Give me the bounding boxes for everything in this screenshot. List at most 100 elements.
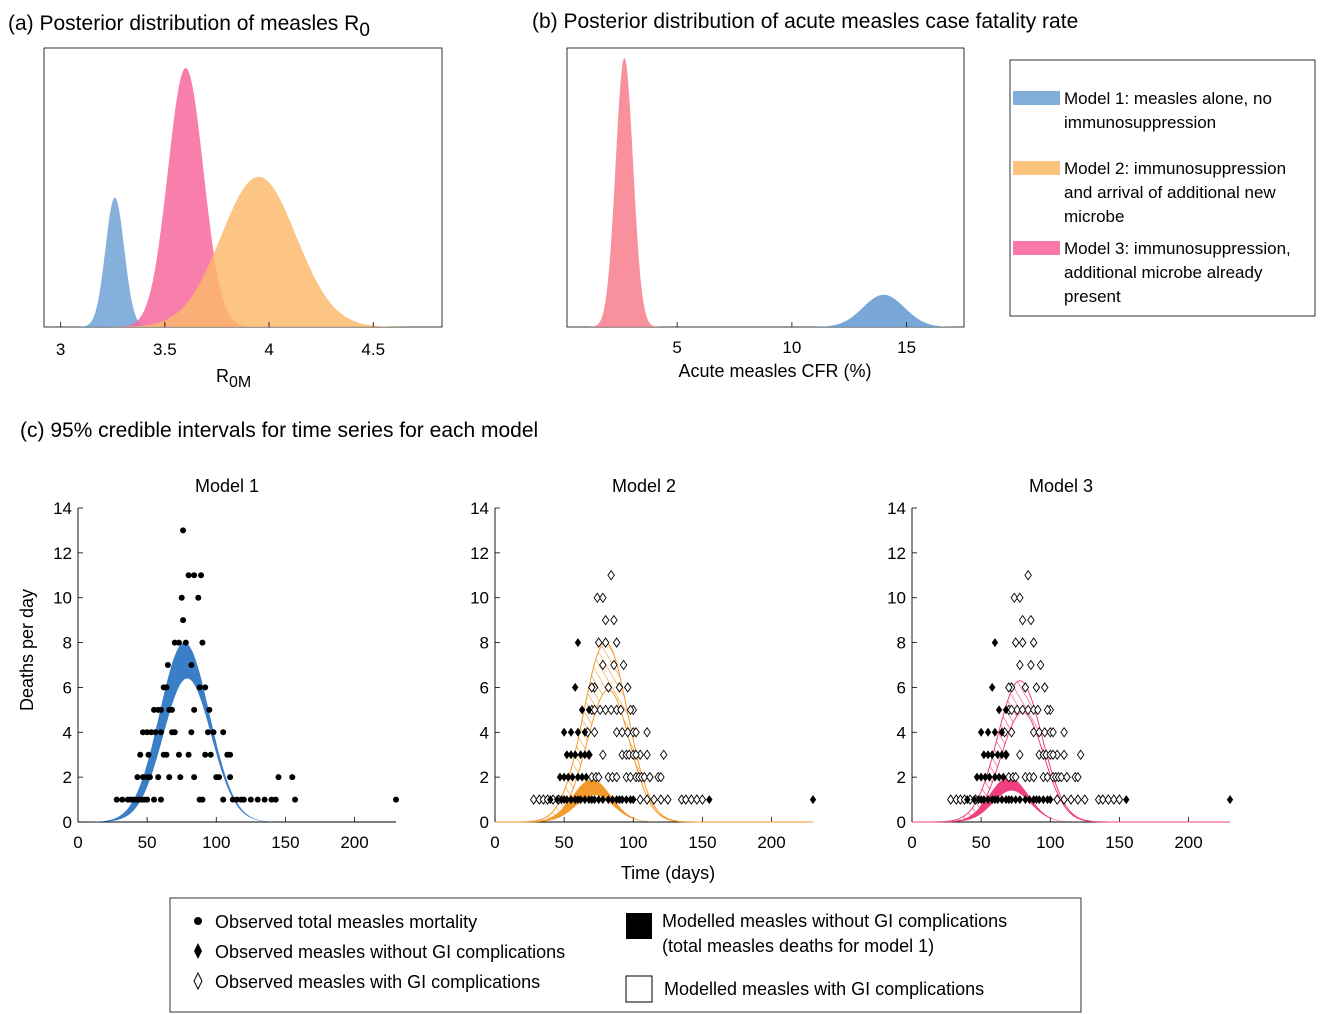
observed-with-gi-point (1036, 659, 1045, 671)
observed-without-gi-point (563, 750, 571, 760)
x-tick-label: 15 (897, 338, 916, 357)
panel-a-title: (a) Posterior distribution of measles R0 (8, 12, 370, 41)
observed-with-gi-point (1034, 704, 1042, 716)
x-tick-label: 0 (907, 833, 916, 852)
bottom-legend: Observed total measles mortality Observe… (169, 897, 1082, 1013)
observed-total-point (144, 729, 151, 736)
legend-label-model-1: Model 1: measles alone, no (1064, 89, 1272, 108)
observed-with-gi-point (1060, 727, 1068, 738)
observed-total-point (240, 796, 247, 803)
panel-c-ylabel: Deaths per day (17, 589, 37, 711)
observed-without-gi-point (595, 795, 602, 805)
model-title: Model 2 (612, 476, 676, 496)
observed-total-point (185, 751, 192, 758)
observed-without-gi-point (574, 727, 582, 737)
observed-with-gi-point (1016, 749, 1024, 760)
observed-without-gi-point (554, 795, 561, 805)
observed-with-gi-point (1053, 794, 1061, 805)
y-tick-label: 2 (897, 768, 906, 787)
observed-total-point (185, 572, 192, 579)
observed-without-gi-point (998, 795, 1006, 805)
observed-with-gi-point (1099, 794, 1107, 805)
observed-total-point (393, 796, 399, 803)
legend-label-model-1: immunosuppression (1064, 113, 1216, 132)
observed-total-point (139, 774, 146, 781)
observed-with-gi-point (590, 727, 599, 738)
observed-without-gi-point (609, 795, 616, 805)
observed-total-point (202, 751, 209, 758)
observed-with-gi-point (1035, 727, 1043, 738)
observed-with-gi-point (1081, 794, 1089, 805)
observed-total-point (157, 706, 164, 713)
observed-without-gi-point (964, 795, 971, 805)
time-series-panel-model-1: Model 1 0 2 4 6 8 10 12 14 0 50 100 150 200 (53, 476, 399, 852)
observed-with-gi-point (643, 749, 651, 760)
observed-total-point (216, 774, 223, 781)
x-tick-label: 150 (271, 833, 299, 852)
observed-total-point (113, 796, 120, 803)
legend-open-square (625, 975, 653, 1003)
observed-without-gi-point (560, 772, 568, 782)
observed-without-gi-point (977, 727, 985, 737)
modelled-with-gi-band (912, 680, 1230, 823)
time-series-panel-model-2: Model 2 0 2 4 6 8 10 12 14 0 50 100 150 200 (470, 476, 817, 852)
model-legend: Model 1: measles alone, no immunosuppress… (1009, 59, 1316, 317)
observed-total-point (144, 796, 151, 803)
observed-total-point (163, 684, 170, 691)
observed-total-point (180, 527, 187, 534)
observed-total-point (169, 729, 176, 736)
observed-with-gi-point (1010, 592, 1019, 603)
observed-without-gi-point (1036, 795, 1043, 805)
observed-total-point (199, 639, 206, 646)
legend-filled-square (626, 913, 652, 939)
observed-with-gi-point (1060, 749, 1068, 760)
y-tick-label: 10 (470, 589, 489, 608)
observed-total-point (163, 751, 170, 758)
observed-total-point (137, 751, 144, 758)
observed-with-gi-point (617, 704, 625, 716)
observed-with-gi-point (599, 592, 607, 603)
observed-with-gi-point (529, 794, 538, 805)
observed-with-gi-point (1027, 659, 1035, 671)
observed-without-gi-point (991, 727, 999, 737)
observed-total-point (204, 729, 211, 736)
observed-total-point (234, 796, 240, 803)
observed-with-gi-point (1024, 704, 1032, 716)
observed-total-point (227, 751, 234, 758)
observed-without-gi-point (1002, 750, 1010, 760)
observed-total-point (146, 774, 153, 781)
observed-total-point (182, 639, 189, 646)
observed-without-gi-point (1123, 795, 1130, 805)
observed-without-gi-point (591, 795, 598, 805)
observed-without-gi-point (1022, 795, 1029, 805)
observed-with-gi-point (590, 704, 599, 716)
observed-with-gi-point (1029, 637, 1038, 648)
observed-without-gi-point (986, 772, 993, 782)
observed-without-gi-point (982, 772, 989, 782)
observed-total-point (191, 706, 198, 713)
y-tick-label: 14 (470, 499, 489, 518)
observed-with-gi-point (612, 727, 621, 738)
observed-with-gi-point (594, 771, 603, 783)
x-tick-label: 5 (672, 338, 681, 357)
observed-without-gi-point (585, 750, 593, 760)
observed-total-point (220, 729, 227, 736)
observed-with-gi-point (607, 704, 615, 716)
panel-b-frame (566, 47, 965, 328)
observed-with-gi-point (594, 637, 603, 648)
y-tick-label: 8 (480, 634, 489, 653)
observed-without-gi-point (1002, 705, 1010, 715)
observed-without-gi-point (995, 772, 1003, 782)
observed-with-gi-point (1115, 794, 1124, 805)
x-tick-label: 200 (340, 833, 368, 852)
observed-with-gi-point (632, 727, 640, 738)
observed-with-gi-point (1043, 704, 1052, 716)
x-tick-label: 200 (1174, 833, 1202, 852)
observed-total-point (261, 796, 268, 803)
observed-with-gi-point (1018, 637, 1027, 648)
panel-a-chart: 3 3.5 4 4.5 (43, 47, 443, 359)
observed-total-point (177, 774, 184, 781)
observed-with-gi-point (1067, 794, 1075, 805)
observed-without-gi-point (567, 750, 575, 760)
observed-without-gi-point (565, 772, 572, 782)
